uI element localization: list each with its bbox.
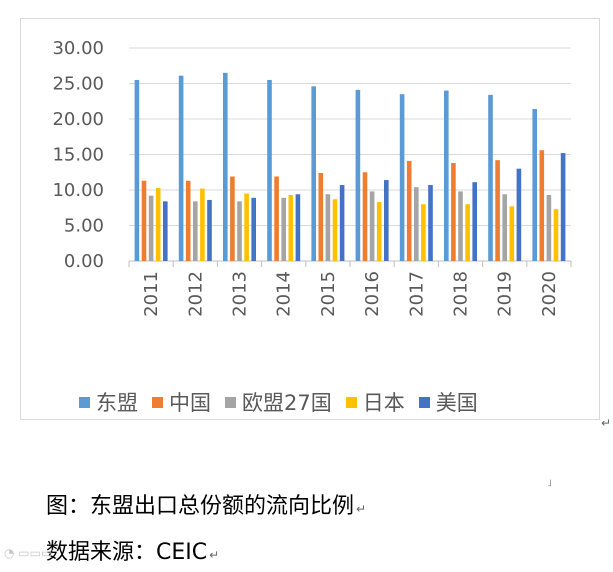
bar-2012-3 (200, 188, 205, 261)
x-tick-label: 2014 (274, 271, 295, 317)
bar-2016-3 (376, 202, 382, 261)
bar-2018-3 (465, 204, 470, 261)
x-tick-label: 2013 (230, 271, 251, 317)
chart-legend: 东盟 中国 欧盟27国 日本 美国 (79, 388, 478, 416)
x-tick-label: 2020 (539, 271, 560, 317)
bar-2012-4 (207, 199, 212, 261)
bar-2017-4 (428, 185, 433, 261)
bar-2012-0 (178, 75, 184, 261)
bar-2012-2 (193, 201, 198, 261)
paragraph-mark: ↵ (601, 416, 612, 430)
bar-2016-4 (384, 180, 389, 261)
bar-2012-1 (185, 180, 191, 261)
bar-2014-0 (267, 79, 272, 261)
y-tick-label: 15.00 (52, 145, 104, 166)
x-tick-label: 2018 (451, 271, 472, 317)
bar-2015-1 (318, 172, 324, 261)
bar-2013-0 (223, 72, 228, 261)
legend-item-japan: 日本 (345, 387, 405, 417)
y-tick-label: 30.00 (52, 38, 104, 59)
x-tick-label: 2019 (495, 271, 516, 317)
bar-2020-4 (560, 153, 566, 261)
y-tick-label: 20.00 (52, 109, 104, 130)
source-text: 数据来源：CEIC (46, 540, 208, 565)
bar-2016-2 (369, 191, 375, 261)
bar-2013-4 (251, 197, 256, 261)
y-tick-label: 5.00 (64, 216, 104, 237)
legend-swatch-usa (418, 396, 430, 408)
bar-2013-3 (244, 193, 249, 261)
legend-label-usa: 美国 (435, 391, 478, 415)
bar-2017-0 (399, 94, 405, 262)
legend-swatch-china (152, 396, 163, 408)
chart-frame: 0.00 5.00 10.00 15.00 20.00 25.00 30.00 2011 201… (20, 18, 600, 420)
legend-label-asean: 东盟 (96, 391, 138, 415)
bar-2017-1 (406, 160, 412, 261)
bar-2019-1 (495, 160, 500, 261)
bar-2018-1 (451, 163, 456, 261)
bar-2014-2 (281, 197, 286, 261)
bar-2014-4 (295, 194, 301, 261)
x-tick-label: 2015 (318, 271, 339, 317)
bar-2015-4 (339, 185, 345, 261)
source-note: 数据来源：CEIC ↵ (46, 534, 219, 566)
bar-2011-0 (134, 79, 140, 261)
bar-2019-2 (502, 194, 507, 261)
x-tick-label: 2012 (185, 271, 206, 317)
legend-item-usa: 美国 (418, 387, 478, 417)
bar-2019-3 (509, 206, 515, 261)
legend-swatch-asean (79, 396, 90, 408)
y-tick-label: 0.00 (64, 251, 104, 272)
caption-return-mark: ↵ (356, 502, 367, 516)
y-tick-label: 10.00 (52, 180, 104, 201)
bar-2018-4 (472, 182, 477, 261)
bar-2011-1 (141, 180, 147, 261)
bar-2013-2 (237, 201, 242, 261)
caption-text: 图：东盟出口总份额的流向比例 (46, 494, 355, 519)
legend-label-eu27: 欧盟27国 (242, 391, 332, 415)
bar-2020-1 (539, 150, 545, 261)
x-tick-label: 2011 (141, 271, 162, 317)
bar-2018-2 (458, 191, 463, 261)
bar-2016-1 (362, 172, 368, 261)
x-tick-label: 2016 (362, 271, 383, 317)
y-tick-label: 25.00 (52, 74, 104, 95)
bar-2014-1 (274, 176, 279, 261)
x-tick-label: 2017 (406, 271, 427, 317)
bar-2011-2 (148, 195, 154, 261)
bar-2018-0 (444, 90, 449, 261)
legend-swatch-japan (345, 396, 357, 408)
bar-2015-2 (325, 194, 331, 261)
legend-item-china: 中国 (152, 387, 211, 417)
bar-2014-3 (288, 194, 294, 261)
bar-2013-1 (230, 176, 235, 261)
bar-2019-0 (488, 94, 493, 261)
bar-2019-4 (516, 168, 522, 261)
legend-label-china: 中国 (169, 391, 211, 415)
bar-chart: 0.00 5.00 10.00 15.00 20.00 25.00 30.00 2011 201… (52, 38, 572, 317)
bar-2017-2 (414, 187, 419, 261)
legend-label-japan: 日本 (362, 391, 405, 415)
legend-swatch-eu27 (225, 396, 236, 408)
bar-2020-0 (532, 109, 537, 261)
watermark-logo: ◔ ▭▭▭ (4, 546, 53, 560)
bar-2011-4 (163, 201, 168, 261)
figure-caption: 图：东盟出口总份额的流向比例 ↵ (46, 488, 366, 520)
bar-2017-3 (421, 204, 426, 261)
legend-item-eu27: 欧盟27国 (225, 387, 332, 417)
bar-2020-2 (546, 194, 552, 261)
source-return-mark: ↵ (209, 548, 220, 562)
bar-2015-0 (311, 86, 316, 261)
corner-mark: ˩ (547, 478, 552, 489)
bar-2015-3 (332, 199, 338, 261)
bar-2020-3 (553, 209, 559, 261)
legend-item-asean: 东盟 (79, 387, 138, 417)
bar-2016-0 (355, 89, 361, 261)
bar-2011-3 (155, 187, 161, 261)
